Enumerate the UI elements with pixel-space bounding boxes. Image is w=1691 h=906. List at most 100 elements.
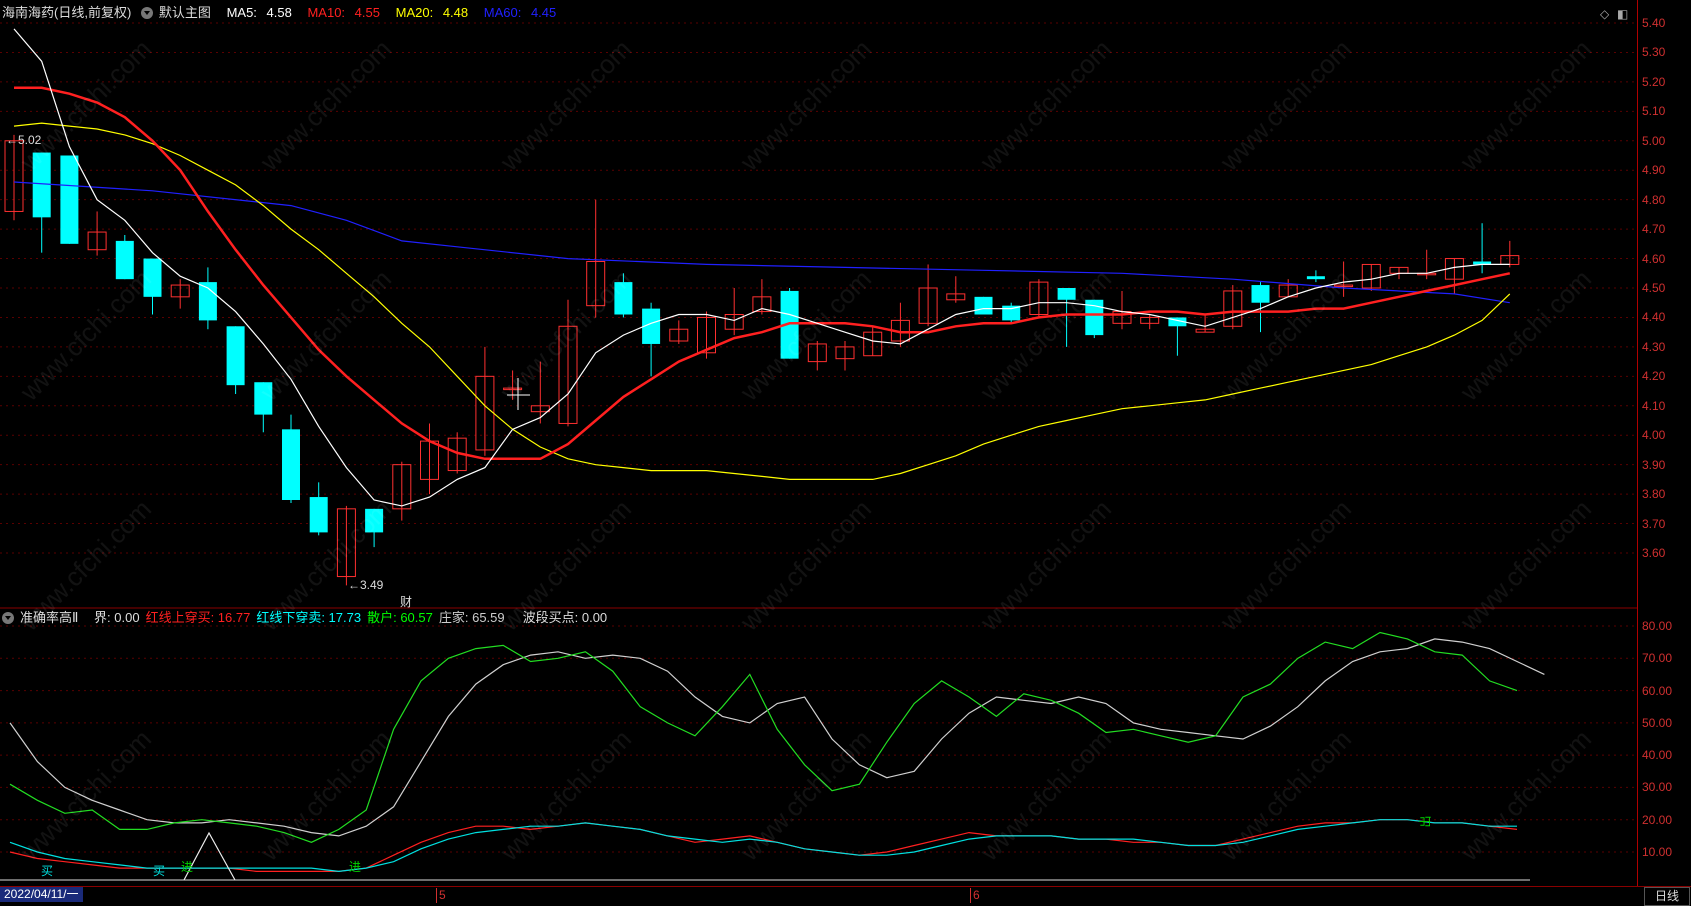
candle-body-up <box>503 387 523 391</box>
time-axis <box>0 886 1691 906</box>
candle-body-up <box>87 231 107 251</box>
price-tick-label: 4.00 <box>1642 428 1666 443</box>
candle-body-up <box>697 316 716 354</box>
candle-body-up <box>863 331 883 357</box>
price-tick-label: 5.00 <box>1642 133 1666 148</box>
price-tick-label: 5.30 <box>1642 45 1666 60</box>
price-tick-label: 3.90 <box>1642 457 1666 472</box>
candle-body-up <box>558 325 578 424</box>
price-tick-label: 5.10 <box>1642 104 1666 119</box>
candle-body-down <box>1057 288 1076 300</box>
price-tick-label: 3.60 <box>1642 546 1666 560</box>
indicator-toggle[interactable]: 准确率高Ⅱ <box>2 610 84 625</box>
indicator-tick-label: 20.00 <box>1642 812 1673 827</box>
candle-body-down <box>974 296 993 315</box>
price-axis <box>1637 0 1691 886</box>
candle-body-down <box>226 326 245 386</box>
candle-body-down <box>143 258 162 297</box>
indicator-tick-label: 70.00 <box>1642 651 1673 666</box>
candle-body-up <box>835 346 855 360</box>
main-chart-toggle[interactable]: 默认主图 <box>140 5 217 20</box>
ma20-line <box>13 122 1511 480</box>
candle-body-up <box>918 287 938 324</box>
ma20-readout: MA20: 4.48 <box>395 5 469 20</box>
high-price-marker: ←5.02 <box>6 133 42 147</box>
candle-body-down <box>365 508 384 533</box>
price-tick-label: 4.30 <box>1642 339 1666 354</box>
start-date-label: 2022/04/11/一 <box>0 887 83 902</box>
stock-name: 海南海药 <box>2 5 55 20</box>
indicator-value: 波段买点: 0.00 <box>522 610 608 625</box>
price-tick-label: 4.90 <box>1642 163 1666 178</box>
ma5-line <box>13 28 1510 507</box>
ma10-readout: MA10: 4.55 <box>307 5 380 20</box>
indicator-name: 准确率高Ⅱ <box>20 610 79 625</box>
buy-mark: 买 <box>41 864 54 878</box>
candle-body-up <box>724 314 744 330</box>
candle-body-up <box>170 284 190 298</box>
candle-body-up <box>392 464 412 510</box>
candle-body-up <box>669 328 689 342</box>
price-tick-label: 4.50 <box>1642 281 1666 295</box>
candle-body-down <box>614 282 633 315</box>
indicator-tick-label: 10.00 <box>1642 845 1673 859</box>
candle-body-up <box>586 261 606 307</box>
indicator-tick-label: 50.00 <box>1642 715 1673 730</box>
candle-body-down <box>1085 299 1104 336</box>
price-chart-canvas[interactable] <box>0 0 1637 886</box>
indicator-header: 准确率高Ⅱ 界: 0.00 红线上穿买: 16.77 红线下穿卖: 17.73 散户:… <box>2 608 619 628</box>
retail-line <box>9 631 1518 843</box>
candle-body-up <box>1029 281 1049 316</box>
indicator-tick-label: 60.00 <box>1642 683 1673 698</box>
period-button[interactable]: 日线 <box>1644 887 1690 906</box>
wave-buy-signal <box>183 831 236 881</box>
finance-mark[interactable]: 财 <box>400 595 413 609</box>
candle-body-down <box>60 155 79 244</box>
exit-mark: 出 <box>1418 815 1433 828</box>
buy-mark: 买 <box>153 864 166 878</box>
candle-body-down <box>1251 285 1270 303</box>
main-chart-label: 默认主图 <box>158 5 211 20</box>
indicator-value: 庄家: 65.59 <box>438 610 505 625</box>
price-tick-label: 4.20 <box>1642 369 1666 384</box>
dealer-line <box>9 638 1545 837</box>
candle-body-up <box>1334 284 1354 288</box>
candle-body-up <box>752 296 772 313</box>
dropdown-icon[interactable] <box>2 612 14 624</box>
diamond-icon[interactable]: ◇ <box>1600 7 1610 21</box>
indicator-values: 界: 0.00 红线上穿买: 16.77 红线下穿卖: 17.73 散户: 60.57… <box>94 610 613 625</box>
candle-body-up <box>807 343 827 363</box>
candle-body-down <box>780 290 799 359</box>
price-tick-label: 4.60 <box>1642 251 1666 266</box>
dropdown-icon[interactable] <box>140 7 153 19</box>
candle-body-down <box>1473 261 1492 265</box>
panel-toggle-icon[interactable]: ◧ <box>1617 7 1629 21</box>
candle-body-down <box>309 497 328 533</box>
candle-body-down <box>1002 305 1021 321</box>
ma60-readout: MA60: 4.45 <box>483 5 557 20</box>
ma5-readout: MA5: 4.58 <box>226 5 292 20</box>
indicator-tick-label: 40.00 <box>1642 748 1673 763</box>
indicator-value: 红线下穿卖: 17.73 <box>256 610 362 625</box>
candle-body-down <box>1168 317 1187 327</box>
candle-body-up <box>1195 328 1215 333</box>
price-tick-label: 5.20 <box>1642 74 1666 89</box>
price-tick-label: 3.80 <box>1642 487 1666 502</box>
price-tick-label: 4.80 <box>1642 192 1666 207</box>
candle-body-up <box>530 405 550 413</box>
month-label-may: 5 <box>436 888 446 903</box>
candle-body-down <box>115 240 134 280</box>
chart-mode: (日线,前复权) <box>54 5 132 20</box>
indicator-tick-label: 80.00 <box>1642 619 1673 633</box>
candle-body-down <box>254 382 273 415</box>
red-signal-line <box>9 819 1518 872</box>
ma10-line <box>14 86 1511 461</box>
price-tick-label: 4.70 <box>1642 222 1666 237</box>
price-tick-label: 4.40 <box>1642 310 1666 325</box>
indicator-value: 红线上穿买: 16.77 <box>145 610 251 625</box>
candle-body-up <box>336 508 356 578</box>
candle-body-down <box>642 308 661 344</box>
candle-body-up <box>1361 263 1381 289</box>
indicator-tick-label: 30.00 <box>1642 780 1673 795</box>
